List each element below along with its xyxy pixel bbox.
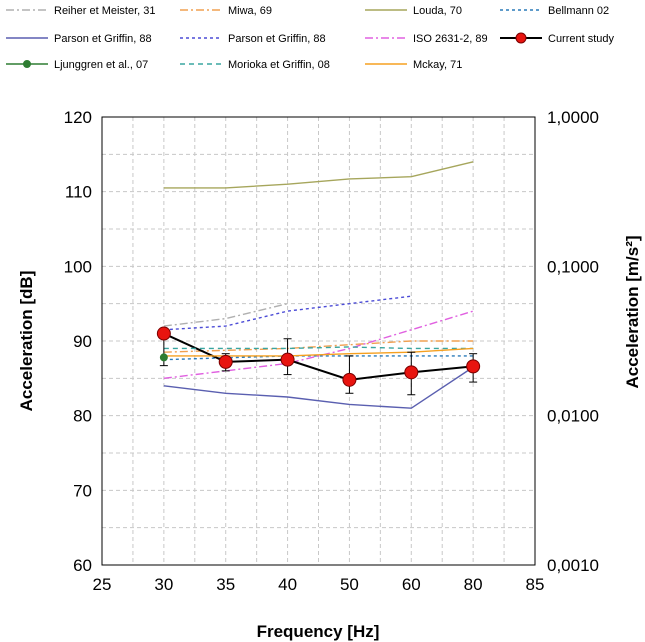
legend-label: Ljunggren et al., 07 (54, 59, 148, 71)
legend-item: Miwa, 69 (180, 5, 272, 17)
y-axis-title: Acceleration [dB] (17, 271, 36, 412)
y-tick-label: 110 (65, 183, 92, 202)
x-tick-label: 40 (278, 575, 297, 594)
y-tick-label: 60 (73, 556, 92, 575)
x-tick-label: 60 (402, 575, 421, 594)
series-line (163, 161, 474, 189)
y2-tick-label: 0,0010 (547, 556, 599, 575)
legend-label: Miwa, 69 (228, 5, 272, 17)
legend-label: Bellmann 02 (548, 5, 609, 17)
series-line (163, 347, 474, 357)
series-line (163, 366, 474, 409)
legend-item: Parson et Griffin, 88 (180, 33, 326, 45)
legend-item: Current study (500, 32, 615, 45)
data-point (280, 352, 295, 367)
series-line (163, 310, 474, 380)
data-point (156, 326, 171, 341)
markers (156, 326, 481, 387)
data-point (466, 359, 481, 374)
y-tick-labels: 60 70 80 90 100 110 120 (64, 108, 92, 575)
x-tick-label: 30 (154, 575, 173, 594)
legend-label: Parson et Griffin, 88 (54, 33, 152, 45)
legend-item: Morioka et Griffin, 08 (180, 59, 330, 71)
data-point (218, 354, 233, 369)
series-line (163, 340, 474, 353)
legend-label: Mckay, 71 (413, 59, 462, 71)
series-lines (163, 161, 474, 409)
legend-label: Morioka et Griffin, 08 (228, 59, 330, 71)
y2-tick-label: 1,0000 (547, 108, 599, 127)
legend-label: Reiher et Meister, 31 (54, 5, 156, 17)
series-line (163, 332, 474, 381)
legend-label: ISO 2631-2, 89 (413, 33, 488, 45)
legend-item: Bellmann 02 (500, 5, 609, 17)
x-tick-label: 80 (464, 575, 483, 594)
legend-item: Louda, 70 (365, 5, 462, 17)
x-tick-label: 50 (340, 575, 359, 594)
data-point (404, 365, 419, 380)
data-point (159, 353, 168, 362)
legend-item: Mckay, 71 (365, 59, 462, 71)
y2-tick-label: 0,0100 (547, 407, 599, 426)
y2-tick-labels: 0,0010 0,0100 0,1000 1,0000 (547, 108, 599, 575)
y-tick-label: 90 (73, 332, 92, 351)
x-tick-label: 35 (216, 575, 235, 594)
y-tick-label: 100 (64, 257, 92, 276)
legend-item: Ljunggren et al., 07 (6, 59, 148, 71)
series-line (163, 346, 474, 350)
legend-item: Reiher et Meister, 31 (6, 5, 156, 17)
y-tick-label: 120 (64, 108, 92, 127)
legend: Reiher et Meister, 31 Miwa, 69 Louda, 70 Be… (6, 5, 615, 71)
legend-label: Parson et Griffin, 88 (228, 33, 326, 45)
legend-label: Louda, 70 (413, 5, 462, 17)
legend-label: Current study (548, 33, 615, 45)
series-line (163, 302, 288, 327)
x-axis-title: Frequency [Hz] (257, 622, 380, 641)
legend-marker (23, 60, 31, 68)
x-tick-label: 25 (93, 575, 112, 594)
legend-item: ISO 2631-2, 89 (365, 33, 488, 45)
y-tick-label: 80 (73, 407, 92, 426)
legend-item: Parson et Griffin, 88 (6, 33, 152, 45)
legend-marker (515, 32, 527, 44)
x-tick-label: 85 (526, 575, 545, 594)
y2-axis-title: Acceleration [m/s²] (623, 235, 642, 388)
y2-tick-label: 0,1000 (547, 257, 599, 276)
data-point (342, 372, 357, 387)
x-tick-labels: 25 30 35 40 50 60 80 85 (93, 575, 545, 594)
y-tick-label: 70 (73, 481, 92, 500)
